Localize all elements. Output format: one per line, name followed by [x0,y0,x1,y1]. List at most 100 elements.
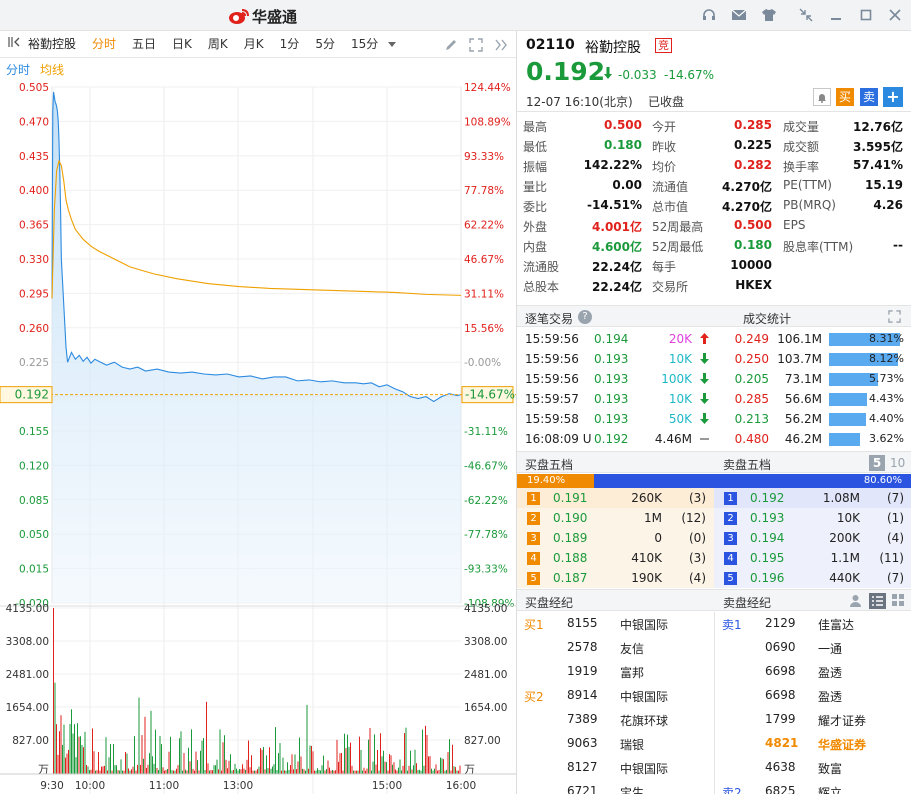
tab-3[interactable]: 周K [207,36,228,51]
depth-row[interactable]: 1 0.191 260K (3) 1 0.192 1.08M (7) [517,488,911,508]
bid-level: 5 [527,572,540,585]
y-tick-right: -108.89% [464,598,515,610]
bell-icon[interactable] [813,88,831,106]
ask-broker-name[interactable]: 佳富达 [818,618,855,632]
depth-row[interactable]: 3 0.189 0 (0) 3 0.194 200K (4) [517,528,911,548]
volume-bar [164,770,165,774]
stat-value: 142.22% [583,158,642,172]
depth-10-button[interactable]: 10 [890,456,906,470]
volume-bar [54,682,56,774]
volume-bar [114,765,116,774]
bid-broker-name[interactable]: 中银国际 [620,690,669,704]
volume-bar [357,770,359,774]
ask-broker-name[interactable]: 一通 [818,642,843,656]
volume-bar [260,748,261,774]
volstat-pct: 8.31% [869,332,904,345]
person-icon[interactable] [849,594,862,610]
depth-5-button[interactable]: 5 [869,455,885,471]
volume-bar [102,766,104,774]
add-watchlist-button[interactable]: + [883,87,903,107]
y-tick-right: 62.22% [464,220,504,232]
depth-row[interactable]: 4 0.188 410K (3) 4 0.195 1.1M (11) [517,548,911,568]
bid-broker-name[interactable]: 中银国际 [620,762,669,776]
bid-broker-name[interactable]: 中银国际 [620,618,669,632]
volume-bar [243,768,245,774]
volume-bar [281,770,282,774]
minimize-icon[interactable] [826,6,846,24]
headset-icon[interactable] [699,6,719,24]
tab-1[interactable]: 五日 [132,36,157,51]
volume-bar [294,754,296,774]
bid-broker-name[interactable]: 瑞银 [620,738,645,752]
tab-7[interactable]: 15分 [350,36,379,51]
tab-5[interactable]: 1分 [279,36,300,51]
fullscreen-icon[interactable] [888,310,901,326]
fullscreen-icon[interactable] [469,38,483,55]
volume-bar [272,766,273,774]
tick-time: 15:59:56 [525,332,579,346]
volume-bar [90,769,92,774]
tab-4[interactable]: 月K [243,36,264,51]
ask-volume: 1.08M [822,491,860,505]
volume-bar [128,768,129,774]
close-icon[interactable] [885,6,905,24]
volume-bar [368,739,369,774]
ask-broker-name[interactable]: 盈透 [818,666,843,680]
vol-tick-right: 3308.00 [464,636,507,648]
maximize-icon[interactable] [856,6,876,24]
volstat-price: 0.285 [734,392,769,406]
volume-bar [56,724,57,774]
bid-broker-name[interactable]: 富邦 [620,666,645,680]
dash-icon [700,433,709,447]
depth-row[interactable]: 5 0.187 190K (4) 5 0.196 440K (7) [517,568,911,588]
vol-tick-left: 1654.00 [6,702,49,714]
help-icon[interactable]: ? [578,310,592,324]
volstat-price: 0.205 [734,372,769,386]
y-tick-left: 0.015 [19,564,49,576]
y-tick-right: -93.33% [464,564,508,576]
bid-level: 2 [527,512,540,525]
volume-bar [113,744,114,774]
ask-broker-name[interactable]: 华盛证券 [818,738,867,752]
stat-value: 4.001亿 [592,220,642,234]
tab-0[interactable]: 分时 [92,36,117,51]
ask-broker-name[interactable]: 致富 [818,762,843,776]
ask-broker-id: 4821 [765,736,799,750]
bid-broker-name[interactable]: 友信 [620,642,645,656]
legend-avg: 均线 [40,62,65,77]
chevron-down-icon[interactable] [386,31,398,58]
sell-button[interactable]: 卖 [860,88,878,106]
tab-2[interactable]: 日K [172,36,192,51]
pen-icon[interactable] [444,38,458,55]
bid-broker-name[interactable]: 宝生 [620,786,645,794]
expand-panel-icon[interactable] [494,38,508,55]
buy-button[interactable]: 买 [836,88,854,106]
intraday-chart[interactable]: 0.505 124.44% 0.470 108.89% 0.435 93.33% 0.400… [0,80,516,794]
volume-bar [192,768,194,774]
broker-row: 1919 富邦 6698 盈透 [517,661,911,685]
tab-6[interactable]: 5分 [315,36,335,51]
volume-bar [84,731,86,774]
volume-bar [206,701,207,774]
ask-broker-name[interactable]: 盈透 [818,690,843,704]
list-icon[interactable] [869,593,886,609]
y-tick-left: 0.260 [19,323,49,335]
volume-bar [341,752,342,774]
ask-level: 2 [724,512,737,525]
collapse-icon[interactable] [796,6,816,24]
volume-bar [284,770,285,774]
grid-icon[interactable] [892,594,905,610]
y-tick-right: 124.44% [464,82,511,94]
bid-broker-name[interactable]: 花旗环球 [620,714,669,728]
volstat-volume: 103.7M [777,352,822,366]
volume-bar [59,731,60,774]
y-tick-left: 0.330 [19,254,49,266]
mail-icon[interactable] [729,6,749,24]
ask-broker-name[interactable]: 耀才证券 [818,714,867,728]
depth-row[interactable]: 2 0.190 1M (12) 2 0.193 10K (1) [517,508,911,528]
vol-unit-left: 万 [38,763,49,776]
y-tick-right: 93.33% [464,151,504,163]
ask-broker-name[interactable]: 辉立 [818,786,843,794]
panel-toggle-icon[interactable] [0,31,26,58]
shirt-icon[interactable] [759,6,779,24]
